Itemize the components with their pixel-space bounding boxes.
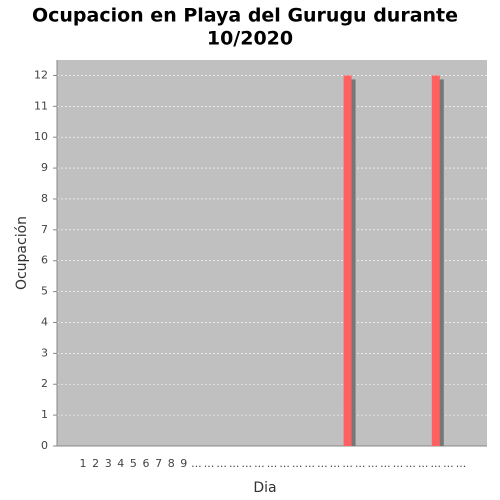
x-tick-label: ... [342,457,353,470]
x-tick-label: 1 [80,457,87,470]
x-axis-label: Dia [253,480,276,496]
bar [343,75,352,446]
x-tick-label: ... [456,457,467,470]
x-tick-label: ... [355,457,366,470]
y-tick-label: 3 [41,346,48,359]
y-tick-label: 8 [41,192,48,205]
y-tick-label: 12 [34,68,48,81]
y-tick-label: 7 [41,223,48,236]
x-tick-label: 2 [92,457,99,470]
x-tick-label: ... [191,457,202,470]
x-tick-label: ... [216,457,227,470]
x-tick-label: 4 [117,457,124,470]
x-tick-label: ... [279,457,290,470]
x-tick-label: ... [292,457,303,470]
x-tick-label: ... [305,457,316,470]
x-tick-label: 6 [143,457,150,470]
y-tick-label: 2 [41,377,48,390]
y-tick-label: 1 [41,408,48,421]
chart-title: 10/2020 [207,28,293,50]
y-tick-label: 6 [41,254,48,267]
x-tick-label: 5 [130,457,137,470]
x-tick-label: ... [242,457,253,470]
x-tick-label: 7 [155,457,162,470]
x-tick-label: ... [380,457,391,470]
x-tick-label: ... [204,457,215,470]
x-tick-label: 8 [168,457,175,470]
x-tick-label: ... [330,457,341,470]
y-tick-label: 11 [34,99,48,112]
y-tick-label: 10 [34,130,48,143]
x-tick-label: ... [254,457,265,470]
x-tick-label: ... [431,457,442,470]
x-tick-label: 9 [180,457,187,470]
y-axis-label: Ocupación [14,216,30,290]
x-tick-label: ... [418,457,429,470]
y-tick-label: 4 [41,315,48,328]
x-tick-label: ... [368,457,379,470]
chart-title: Ocupacion en Playa del Gurugu durante [32,5,458,27]
x-tick-label: 3 [105,457,112,470]
x-tick-label: ... [393,457,404,470]
bar [431,75,440,446]
y-tick-label: 5 [41,285,48,298]
x-tick-label: ... [267,457,278,470]
x-tick-label: ... [443,457,454,470]
plot-area [57,60,487,446]
x-tick-label: ... [229,457,240,470]
y-tick-label: 9 [41,161,48,174]
y-tick-label: 0 [41,439,48,452]
x-tick-label: ... [405,457,416,470]
x-tick-label: ... [317,457,328,470]
